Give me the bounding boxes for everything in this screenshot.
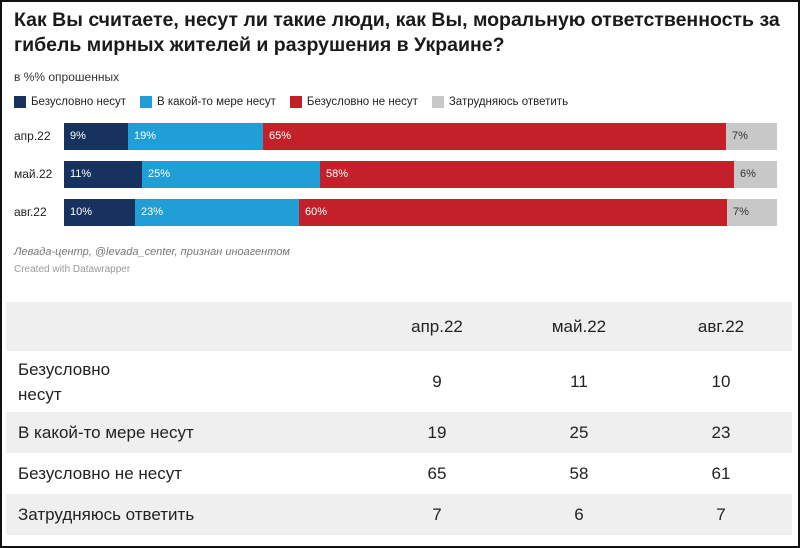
chart-title: Как Вы считаете, несут ли такие люди, ка…	[14, 9, 780, 56]
table-row: Безусловно не несут 65 58 61	[6, 453, 792, 494]
bar-segment-s4: 7%	[726, 123, 777, 150]
bar-row-2: авг.22 10% 23% 60% 7%	[14, 199, 778, 226]
data-table: апр.22 май.22 авг.22 Безусловно несут 9 …	[6, 302, 792, 535]
table-header-row: апр.22 май.22 авг.22	[6, 302, 792, 351]
table-cell: 7	[432, 504, 442, 524]
bar-segment-s1: 11%	[64, 161, 142, 188]
bar-segment-s1: 9%	[64, 123, 128, 150]
legend-swatch-s2	[140, 96, 153, 108]
source-note: Левада-центр, @levada_center, признан ин…	[14, 246, 290, 258]
table-header-cell: май.22	[551, 316, 607, 336]
bar-segment-s4: 7%	[727, 199, 777, 226]
data-label: 7%	[733, 206, 749, 218]
stacked-bar: 9% 19% 65% 7%	[64, 123, 777, 150]
legend-swatch-s3	[289, 96, 302, 108]
bar-segment-s3: 58%	[320, 161, 734, 188]
table-header-cell: апр.22	[411, 316, 463, 336]
chart-subtitle: в %% опрошенных	[14, 70, 120, 84]
data-label: 23%	[141, 206, 164, 218]
data-label: 60%	[305, 206, 328, 218]
bar-segment-s1: 10%	[64, 199, 135, 226]
table-header-cell: авг.22	[697, 316, 745, 336]
legend-item-s2: В какой-то мере несут	[140, 96, 276, 108]
legend: Безусловно несут В какой-то мере несут Б…	[14, 96, 568, 108]
table-cell: 19	[427, 422, 447, 442]
legend-swatch-s4	[431, 96, 444, 108]
table-cell: 9	[432, 371, 442, 391]
table-cell: 10	[711, 371, 731, 391]
legend-item-s4: Затрудняюсь ответить	[431, 96, 569, 108]
table-cell: 61	[711, 463, 731, 483]
table-row: В какой-то мере несут 19 25 23	[6, 412, 792, 453]
table-row-label: В какой-то мере несут	[18, 423, 194, 442]
data-label: 65%	[269, 130, 292, 142]
legend-item-s3: Безусловно не несут	[289, 96, 418, 108]
bar-row-1: май.22 11% 25% 58% 6%	[14, 161, 778, 188]
table-row: Безусловно несут 9 11 10	[6, 351, 792, 412]
table-cell: 23	[711, 422, 731, 442]
table-row: Затрудняюсь ответить 7 6 7	[6, 494, 792, 535]
bar-segment-s3: 65%	[263, 123, 726, 150]
legend-item-s1: Безусловно несут	[14, 96, 126, 108]
legend-label-s3: Безусловно не несут	[306, 96, 418, 108]
bar-row-0: апр.22 9% 19% 65% 7%	[14, 123, 778, 150]
table-row-label: Затрудняюсь ответить	[18, 505, 195, 524]
bar-segment-s2: 23%	[135, 199, 299, 226]
bar-segment-s4: 6%	[734, 161, 777, 188]
data-label: 9%	[70, 130, 86, 142]
data-label: 19%	[134, 130, 157, 142]
table-cell: 65	[427, 463, 447, 483]
data-label: 11%	[70, 168, 92, 180]
table-cell: 25	[569, 422, 589, 442]
category-label: май.22	[14, 167, 53, 181]
bar-segment-s2: 25%	[142, 161, 320, 188]
data-label: 7%	[732, 130, 748, 142]
table-cell: 58	[569, 463, 589, 483]
data-label: 58%	[326, 168, 349, 180]
bar-segment-s3: 60%	[299, 199, 727, 226]
table-cell: 6	[574, 504, 584, 524]
category-label: апр.22	[14, 129, 51, 143]
stacked-bar: 11% 25% 58% 6%	[64, 161, 777, 188]
legend-label-s2: В какой-то мере несут	[157, 96, 276, 108]
data-label: 6%	[740, 168, 756, 180]
data-label: 10%	[70, 206, 93, 218]
category-label: авг.22	[14, 205, 47, 219]
table-cell: 7	[716, 504, 726, 524]
legend-swatch-s1	[14, 96, 26, 108]
legend-label-s1: Безусловно несут	[31, 96, 127, 108]
data-label: 25%	[148, 168, 171, 180]
table-cell: 11	[570, 371, 588, 391]
credit-link[interactable]: Created with Datawrapper	[14, 264, 131, 275]
bar-segment-s2: 19%	[128, 123, 263, 150]
stacked-bar: 10% 23% 60% 7%	[64, 199, 777, 226]
table-row-label: Безусловно несут	[18, 359, 111, 404]
legend-label-s4: Затрудняюсь ответить	[448, 96, 569, 108]
table-row-label: Безусловно не несут	[18, 464, 183, 483]
